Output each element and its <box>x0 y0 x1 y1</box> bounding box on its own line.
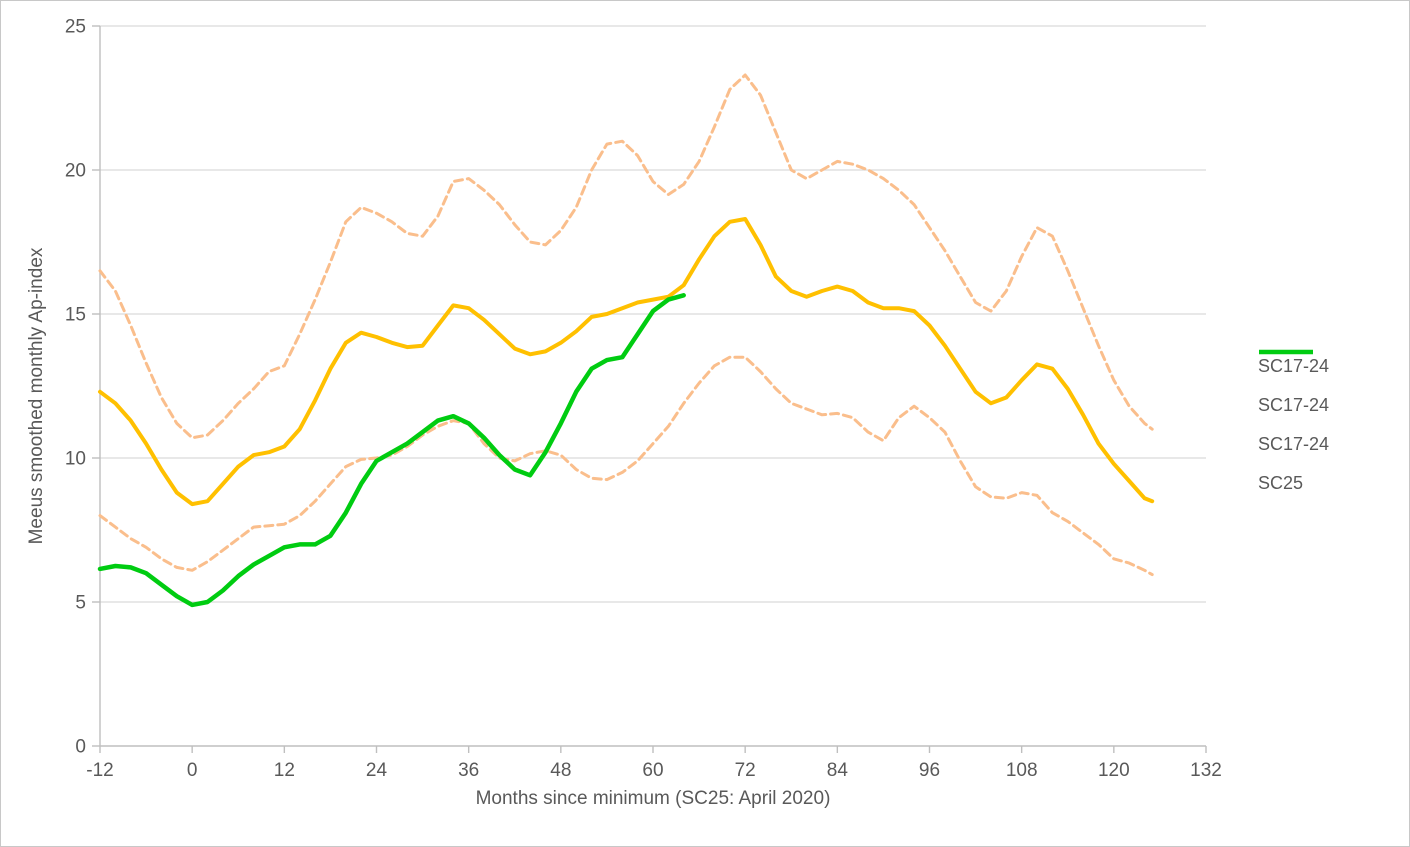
x-tick-label: 24 <box>366 760 388 781</box>
x-tick-label: 84 <box>827 760 849 781</box>
x-tick-label: 120 <box>1098 760 1130 781</box>
axes <box>92 25 1207 753</box>
x-tick-label: 36 <box>458 760 479 781</box>
x-tick-label: 72 <box>735 760 756 781</box>
y-tick-label: 0 <box>75 737 86 758</box>
y-tick-label: 15 <box>65 305 86 326</box>
legend-entry: SC17-24 <box>1258 350 1330 464</box>
series-line-0-sc17-24 <box>98 217 1155 507</box>
legend-label: SC25 <box>1258 473 1304 493</box>
series-line-1-sc17-24 <box>98 73 1154 440</box>
legend-label: SC17-24 <box>1258 434 1330 454</box>
x-tick-labels: -12 0 12 24 36 48 60 72 84 96 108 120 132 <box>86 760 1222 781</box>
x-tick-label: 96 <box>919 760 940 781</box>
y-tick-labels: 0 5 10 15 20 25 <box>65 17 86 758</box>
x-tick-label: 60 <box>642 760 663 781</box>
y-tick-label: 20 <box>65 161 86 182</box>
y-tick-label: 25 <box>65 17 86 38</box>
y-axis-title: Meeus smoothed monthly Ap-index <box>26 247 47 544</box>
legend-entry: SC25 <box>1258 349 1329 503</box>
legend-label: SC17-24 <box>1258 395 1330 415</box>
x-tick-label: -12 <box>86 760 113 781</box>
y-tick-label: 5 <box>75 593 86 614</box>
x-tick-label: 132 <box>1190 760 1222 781</box>
series-line-3-sc25 <box>97 293 686 608</box>
x-tick-label: 48 <box>550 760 571 781</box>
series-line-2-sc17-24 <box>98 355 1154 577</box>
x-tick-label: 108 <box>1006 760 1038 781</box>
series-lines <box>97 73 1155 608</box>
y-tick-label: 10 <box>65 449 86 470</box>
legend-line-swatch <box>1259 349 1313 355</box>
x-tick-label: 0 <box>187 760 198 781</box>
legend-entry: SC17-24 <box>1258 350 1330 425</box>
x-axis-title: Months since minimum (SC25: April 2020) <box>476 788 831 809</box>
legend-label: SC17-24 <box>1258 356 1330 376</box>
legend: SC17-24 SC17-24 SC17-24 SC25 <box>1258 347 1329 503</box>
x-tick-label: 12 <box>274 760 295 781</box>
